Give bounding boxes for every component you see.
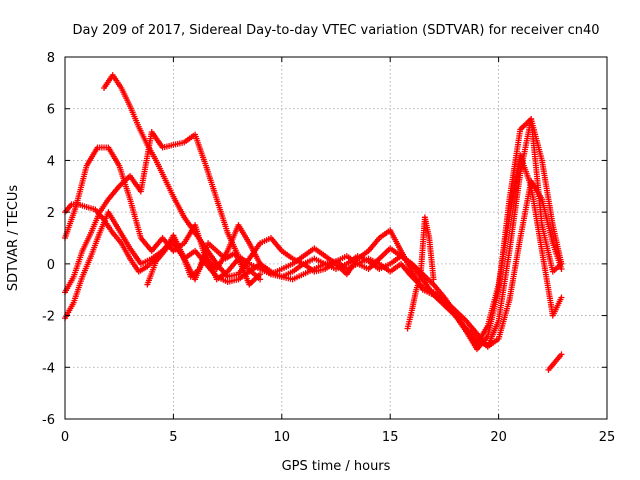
data-point [558, 294, 565, 301]
series-track-4 [62, 178, 565, 350]
y-tick-label: 4 [47, 154, 55, 169]
series-track-6 [144, 232, 264, 288]
y-axis-label: SDTVAR / TECUs [6, 185, 21, 292]
y-tick-labels: -6 -4 -2 0 2 4 6 8 [42, 51, 55, 428]
data-point [430, 276, 437, 283]
data-marks [62, 72, 565, 373]
x-tick-label: 10 [274, 430, 291, 445]
x-tick-label: 15 [382, 430, 399, 445]
y-tick-label: 6 [47, 103, 55, 118]
plot-frame [64, 56, 608, 420]
y-tick-label: -2 [42, 310, 55, 325]
chart-title: Day 209 of 2017, Sidereal Day-to-day VTE… [72, 23, 599, 38]
series-track-2 [101, 72, 565, 353]
y-tick-label: -4 [42, 361, 55, 376]
series-track-7 [404, 214, 437, 332]
axis-ticks [64, 56, 608, 420]
y-tick-label: 0 [47, 258, 55, 273]
series-track-3 [62, 116, 565, 350]
x-tick-label: 0 [61, 430, 69, 445]
grid [65, 57, 607, 419]
x-tick-label: 25 [599, 430, 616, 445]
x-tick-labels: 0 5 10 15 20 25 [61, 430, 615, 445]
data-point [558, 351, 565, 358]
series-track-1 [62, 144, 565, 348]
series-track-8 [545, 351, 565, 373]
y-tick-label: 2 [47, 206, 55, 221]
data-point [558, 266, 565, 273]
x-tick-label: 5 [169, 430, 177, 445]
y-tick-label: 8 [47, 51, 55, 66]
data-point [257, 271, 264, 278]
x-axis-label: GPS time / hours [282, 459, 391, 474]
data-point [257, 276, 264, 283]
y-tick-label: -6 [42, 413, 55, 428]
x-tick-label: 20 [490, 430, 507, 445]
